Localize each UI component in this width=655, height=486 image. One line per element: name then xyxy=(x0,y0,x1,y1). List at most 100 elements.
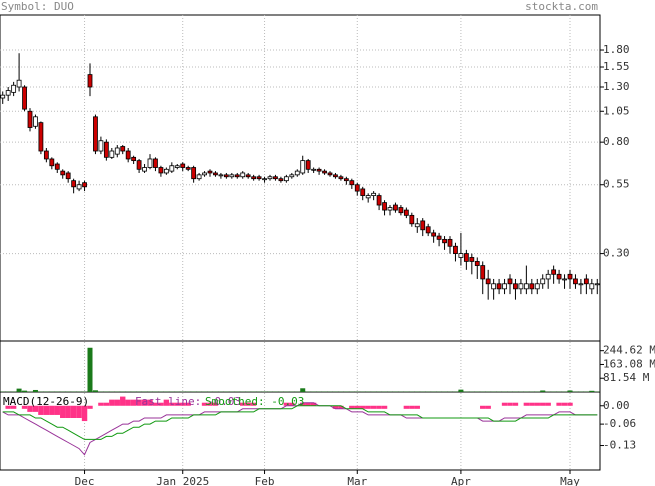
macd-histogram-bar xyxy=(512,402,519,406)
macd-histogram-bar xyxy=(120,396,126,406)
candle-body xyxy=(169,165,175,172)
legend-label: Fast line: -0.03 xyxy=(135,395,241,408)
macd-histogram-bar xyxy=(32,405,39,412)
y-tick-label: 0.80 xyxy=(603,135,630,148)
candle-body xyxy=(43,150,49,160)
macd-histogram-bar xyxy=(360,405,366,409)
candle-body xyxy=(491,283,497,290)
candle-body xyxy=(131,156,137,162)
candle-body xyxy=(109,150,115,158)
macd-histogram-bar xyxy=(163,399,170,406)
y-tick-label: -0.06 xyxy=(603,417,636,430)
macd-histogram-bar xyxy=(54,405,60,415)
macd-histogram-bar xyxy=(540,402,546,406)
macd-histogram-bar xyxy=(114,399,120,406)
macd-histogram-bar xyxy=(21,405,28,409)
candle-body xyxy=(447,238,453,247)
volume-bar xyxy=(16,388,22,392)
candle-body xyxy=(245,174,251,178)
macd-histogram-bar xyxy=(485,405,491,409)
macd-histogram-bar xyxy=(158,402,164,406)
macd-histogram-bar xyxy=(81,405,88,422)
candle-body xyxy=(414,223,420,228)
macd-histogram-bar xyxy=(403,405,410,409)
candle-body xyxy=(594,283,600,286)
candle-body xyxy=(311,168,317,171)
macd-histogram-bar xyxy=(414,405,420,409)
candle-body xyxy=(114,147,120,155)
x-tick-label: Apr xyxy=(451,475,471,486)
macd-histogram-bar xyxy=(125,399,131,406)
macd-histogram-bar xyxy=(354,405,360,409)
site-label: stockta.com xyxy=(525,0,598,13)
macd-histogram-bar xyxy=(529,402,535,406)
macd-histogram-bar xyxy=(523,402,530,406)
candle-body xyxy=(234,174,240,178)
y-tick-label: 1.30 xyxy=(603,80,630,93)
candle-body xyxy=(16,79,22,88)
macd-histogram-bar xyxy=(365,405,371,409)
y-tick-label: 0.55 xyxy=(603,178,630,191)
macd-histogram-bar xyxy=(174,402,180,406)
candle-body xyxy=(305,160,311,170)
y-tick-label: -0.13 xyxy=(603,439,636,452)
candle-body xyxy=(573,278,578,285)
candle-body xyxy=(218,174,224,177)
macd-histogram-bar xyxy=(338,405,344,409)
candle-body xyxy=(578,283,584,286)
x-tick-label: Feb xyxy=(255,475,275,486)
candle-body xyxy=(180,163,186,168)
candle-body xyxy=(87,74,93,88)
macd-histogram-bar xyxy=(561,402,568,406)
volume-bar xyxy=(567,390,573,392)
macd-histogram-bar xyxy=(370,405,377,409)
candle-body xyxy=(474,261,480,266)
candle-body xyxy=(300,160,306,174)
macd-histogram-bar xyxy=(212,402,219,406)
candle-body xyxy=(436,235,442,240)
y-tick-label: 163.08 M xyxy=(603,357,655,370)
candle-body xyxy=(251,176,257,180)
candle-body xyxy=(33,116,38,127)
volume-bar xyxy=(92,390,98,392)
candle-body xyxy=(420,220,426,231)
candle-body xyxy=(398,207,404,214)
candle-body xyxy=(174,165,180,168)
candle-body xyxy=(262,178,267,181)
macd-histogram-bar xyxy=(76,405,82,418)
candle-body xyxy=(185,167,191,170)
macd-histogram-bar xyxy=(567,402,573,406)
candle-body xyxy=(38,122,44,152)
x-tick-label: Jan 2025 xyxy=(156,475,209,486)
candle-body xyxy=(22,86,27,110)
volume-bar xyxy=(22,390,28,392)
candle-body xyxy=(425,226,431,234)
candle-body xyxy=(360,188,366,196)
candle-body xyxy=(431,232,437,237)
candle-body xyxy=(529,283,535,290)
candle-body xyxy=(507,278,513,285)
macd-histogram-bar xyxy=(130,399,137,406)
volume-bar xyxy=(540,390,546,392)
candle-body xyxy=(523,283,529,290)
candle-body xyxy=(54,163,60,170)
candle-body xyxy=(65,172,71,180)
macd-histogram-bar xyxy=(305,402,311,406)
candle-body xyxy=(333,174,338,178)
candle-body xyxy=(338,176,344,180)
candle-body xyxy=(240,172,246,178)
plot-frame xyxy=(0,14,601,471)
macd-histogram-bar xyxy=(283,402,290,406)
macd-title: MACD(12-26-9) xyxy=(3,395,89,408)
candle-body xyxy=(136,160,142,170)
candle-body xyxy=(207,170,213,174)
macd-histogram-bar xyxy=(49,405,55,415)
macd-histogram-bar xyxy=(545,402,551,406)
candle-body xyxy=(458,253,464,258)
volume-bar xyxy=(300,388,306,392)
candle-body xyxy=(322,170,327,174)
candle-body xyxy=(545,273,551,280)
macd-histogram-bar xyxy=(556,402,562,406)
candle-body xyxy=(273,176,278,180)
candle-body xyxy=(93,116,98,152)
